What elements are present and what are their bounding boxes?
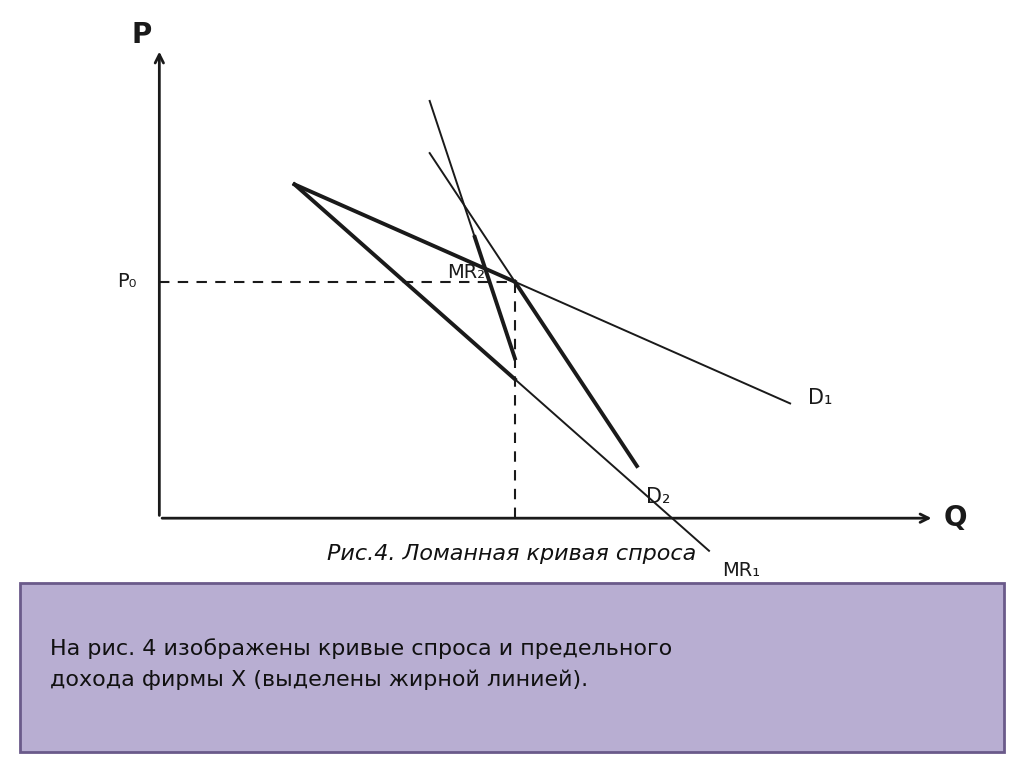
FancyBboxPatch shape — [20, 583, 1004, 752]
Text: Рис.4. Ломанная кривая спроса: Рис.4. Ломанная кривая спроса — [328, 544, 696, 564]
Text: D₂: D₂ — [646, 487, 671, 507]
Text: P₀: P₀ — [118, 272, 137, 291]
Text: На рис. 4 изображены кривые спроса и предельного
дохода фирмы Х (выделены жирной: На рис. 4 изображены кривые спроса и пре… — [50, 638, 672, 690]
Text: D₁: D₁ — [808, 388, 833, 408]
Text: P: P — [131, 21, 152, 49]
Text: Q: Q — [943, 504, 967, 532]
Text: MR₁: MR₁ — [723, 561, 761, 581]
Text: MR₂: MR₂ — [446, 263, 484, 282]
